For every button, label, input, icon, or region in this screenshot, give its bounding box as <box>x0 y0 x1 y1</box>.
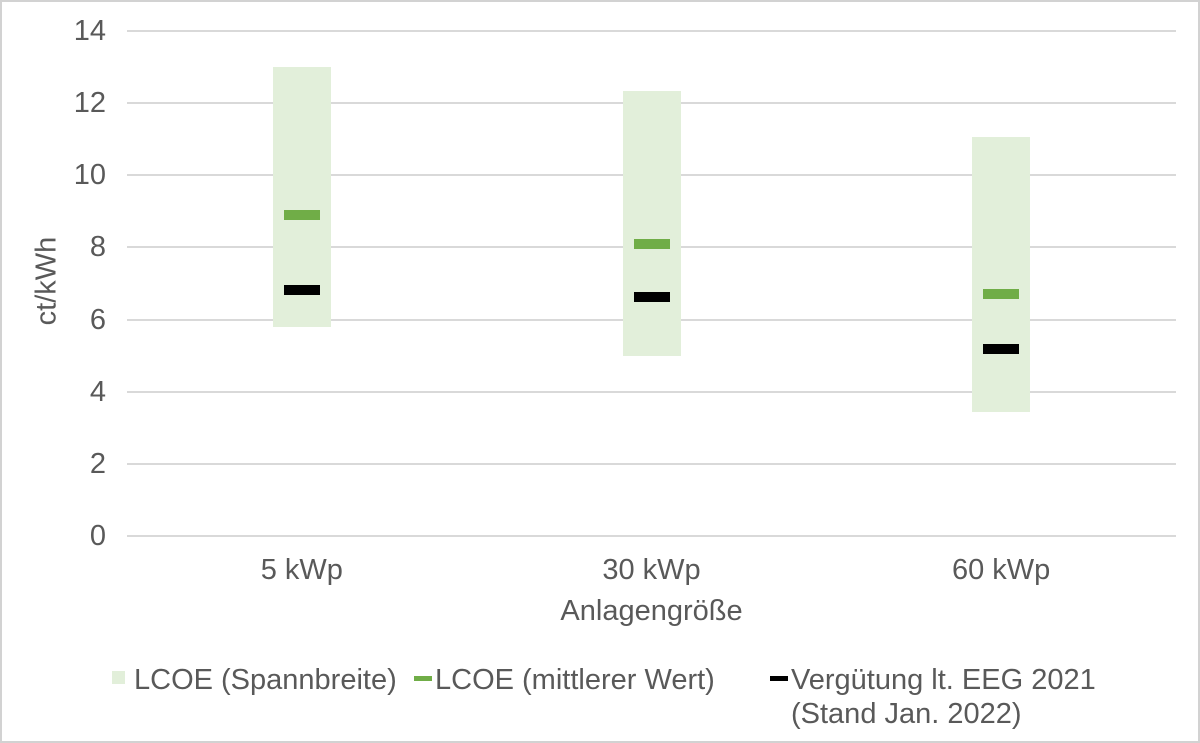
x-tick-label: 60 kWp <box>951 554 1051 586</box>
y-tick-label: 2 <box>89 447 106 480</box>
x-tick-label: 5 kWp <box>260 554 343 586</box>
y-tick-label: 4 <box>89 375 106 408</box>
lcoe-range-bar <box>622 90 681 356</box>
y-tick-label: 10 <box>73 159 106 192</box>
legend-item: LCOE (mittlerer Wert) <box>414 663 715 697</box>
gridline <box>127 390 1176 393</box>
gridline <box>127 30 1176 32</box>
legend-label-line: LCOE (mittlerer Wert) <box>435 664 715 696</box>
legend-label-line: Vergütung lt. EEG 2021 <box>791 664 1096 696</box>
y-tick-label: 0 <box>89 520 106 552</box>
legend-item: Vergütung lt. EEG 2021 (Stand Jan. 2022) <box>770 663 1096 731</box>
eeg-tariff-marker <box>983 343 1020 354</box>
legend-label: LCOE (mittlerer Wert) <box>435 663 715 697</box>
legend-item: LCOE (Spannbreite) <box>112 663 397 697</box>
lcoe-mean-marker <box>633 238 670 249</box>
lcoe-mean-marker <box>283 209 320 220</box>
legend-box-swatch <box>112 671 125 684</box>
gridline <box>127 462 1176 465</box>
eeg-tariff-marker <box>283 284 320 295</box>
lcoe-range-bar <box>972 137 1031 412</box>
legend-label: Vergütung lt. EEG 2021 (Stand Jan. 2022) <box>791 663 1096 731</box>
legend-dash-swatch <box>770 676 788 681</box>
lcoe-range-bar <box>272 67 331 327</box>
x-tick-label: 30 kWp <box>602 554 701 586</box>
legend-label-line: LCOE (Spannbreite) <box>134 664 397 696</box>
legend-label-line: (Stand Jan. 2022) <box>791 698 1022 730</box>
legend-label: LCOE (Spannbreite) <box>134 663 397 697</box>
lcoe-mean-marker <box>983 289 1020 300</box>
eeg-tariff-marker <box>633 291 670 302</box>
y-tick-label: 6 <box>89 303 106 336</box>
y-tick-label: 8 <box>89 231 106 264</box>
y-tick-label: 14 <box>73 15 106 47</box>
legend-dash-swatch <box>414 676 432 681</box>
x-axis-title: Anlagengröße <box>560 595 743 627</box>
y-tick-label: 12 <box>73 87 106 120</box>
gridline <box>127 535 1176 537</box>
